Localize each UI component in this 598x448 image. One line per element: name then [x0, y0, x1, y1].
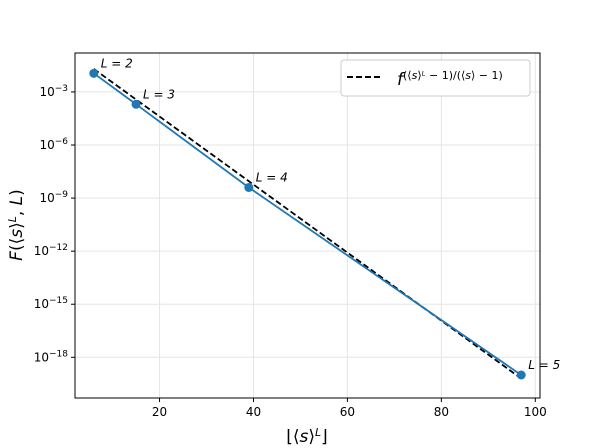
y-axis-ticks: 10−18 10−15 10−12 10−9 10−6 10−3: [34, 84, 75, 364]
dashed-series-line: [93, 68, 522, 380]
y-tick-label: 10−9: [39, 190, 68, 205]
x-tick-label: 40: [246, 405, 261, 419]
data-point-label: L = 3: [143, 87, 175, 101]
y-tick-label: 10−18: [34, 349, 69, 364]
legend: f(⟨s⟩ᴸ − 1)/(⟨s⟩ − 1): [340, 59, 531, 97]
x-tick-label: 100: [524, 405, 547, 419]
x-tick-label: 80: [434, 405, 449, 419]
data-series-line: [93, 72, 522, 376]
y-tick-label: 10−15: [34, 296, 68, 311]
data-point: [131, 99, 141, 109]
y-tick-label: 10−12: [34, 243, 68, 258]
y-axis-label: F(⟨s⟩L, L): [6, 189, 28, 261]
data-point: [516, 370, 526, 380]
data-point: [244, 182, 254, 192]
y-tick-label: 10−6: [39, 137, 68, 152]
data-point-label: L = 5: [528, 358, 560, 372]
data-point-label: L = 4: [256, 170, 288, 184]
x-tick-label: 20: [152, 405, 167, 419]
plot-frame: [74, 52, 541, 399]
y-tick-label: 10−3: [39, 84, 68, 99]
legend-box: [340, 59, 531, 97]
series-layer: L = 2 L = 3 L = 4 L = 5: [89, 56, 560, 380]
x-tick-label: 60: [340, 405, 355, 419]
x-axis-label: ⌊⟨s⟩L⌋: [286, 426, 328, 448]
x-axis-ticks: 20 40 60 80 100: [152, 398, 547, 419]
data-point: [89, 68, 99, 78]
legend-entry-dashed: f(⟨s⟩ᴸ − 1)/(⟨s⟩ − 1): [397, 69, 503, 91]
grid: [75, 53, 540, 398]
data-point-label: L = 2: [101, 56, 133, 70]
